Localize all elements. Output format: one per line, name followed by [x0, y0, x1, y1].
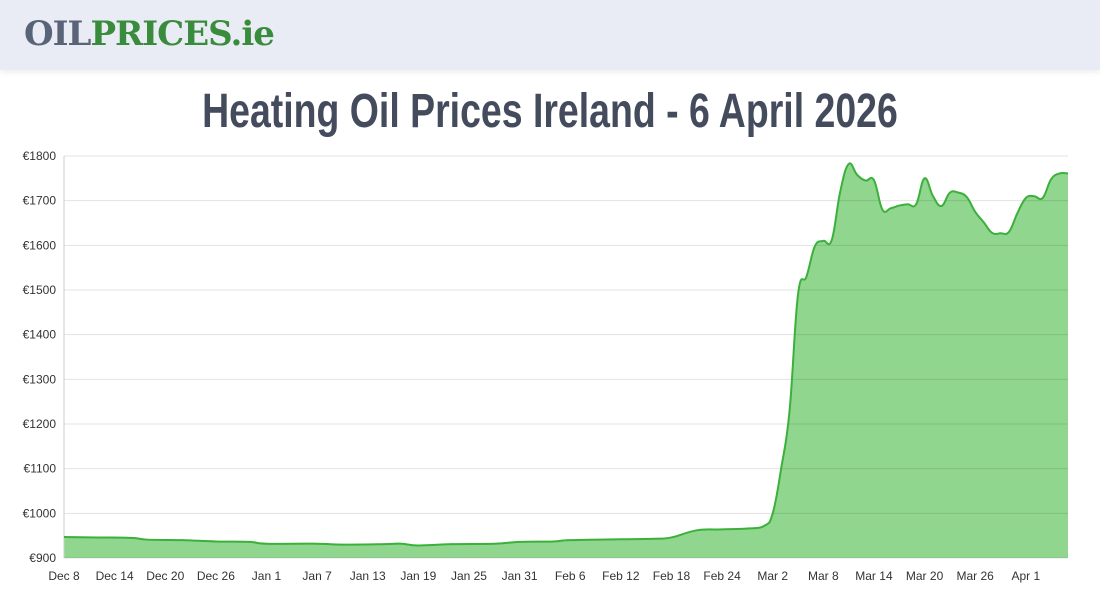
- x-tick-label: Dec 14: [96, 569, 134, 583]
- x-tick-label: Jan 13: [350, 569, 386, 583]
- y-tick-label: €1100: [24, 462, 57, 476]
- x-tick-label: Dec 8: [48, 569, 80, 583]
- logo-text-prices: PRICES.ie: [90, 14, 274, 54]
- y-tick-label: €1600: [23, 238, 57, 252]
- x-tick-label: Dec 26: [197, 569, 235, 583]
- y-tick-label: €1200: [23, 417, 57, 431]
- x-tick-label: Mar 26: [957, 569, 995, 583]
- x-tick-label: Mar 20: [906, 569, 944, 583]
- area-fill: [64, 163, 1068, 558]
- y-tick-label: €1000: [23, 506, 57, 520]
- x-tick-label: Jan 7: [302, 569, 332, 583]
- x-tick-label: Mar 8: [808, 569, 839, 583]
- x-tick-label: Mar 2: [757, 569, 788, 583]
- site-logo[interactable]: OILPRICES.ie: [24, 14, 275, 54]
- series-line: [63, 162, 1069, 547]
- y-tick-label: €1300: [23, 372, 57, 386]
- x-tick-label: Feb 12: [602, 569, 640, 583]
- y-tick-label: €1800: [23, 149, 57, 163]
- logo-text-oil: OIL: [24, 14, 91, 54]
- x-tick-label: Jan 31: [502, 569, 538, 583]
- x-tick-label: Feb 18: [653, 569, 691, 583]
- page-title: Heating Oil Prices Ireland - 6 April 202…: [202, 85, 898, 138]
- x-tick-label: Mar 14: [855, 569, 893, 583]
- y-tick-label: €900: [29, 551, 56, 565]
- x-tick-label: Feb 24: [703, 569, 741, 583]
- x-tick-label: Feb 6: [555, 569, 586, 583]
- y-tick-label: €1700: [23, 194, 57, 208]
- x-tick-label: Apr 1: [1011, 569, 1040, 583]
- x-tick-label: Jan 25: [451, 569, 487, 583]
- x-tick-label: Dec 20: [146, 569, 184, 583]
- x-tick-label: Jan 1: [252, 569, 282, 583]
- y-tick-label: €1500: [23, 283, 57, 297]
- site-header: OILPRICES.ie: [0, 0, 1100, 70]
- x-tick-label: Jan 19: [400, 569, 436, 583]
- y-tick-label: €1400: [23, 328, 57, 342]
